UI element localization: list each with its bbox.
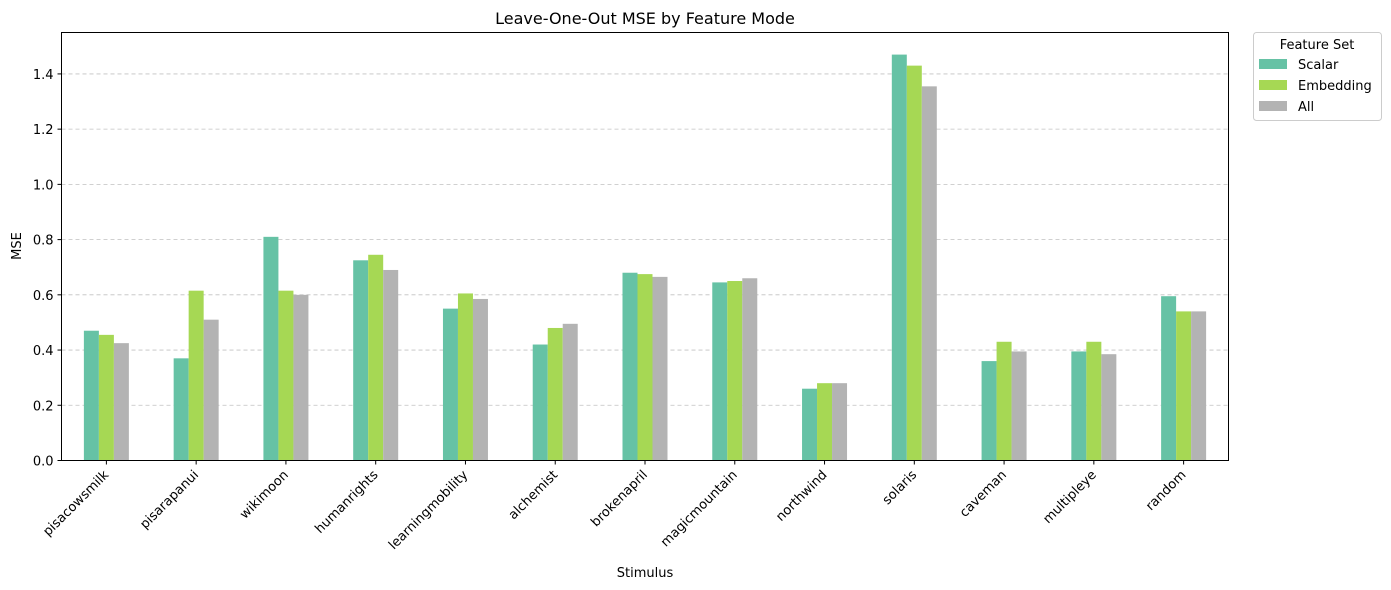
y-axis-label: MSE xyxy=(10,232,25,260)
bar-scalar-humanrights xyxy=(353,260,369,461)
bar-embedding-caveman xyxy=(996,341,1012,461)
x-tick-label: brokenapril xyxy=(588,468,650,530)
x-tick-label: solaris xyxy=(880,468,920,508)
x-tick-label: northwind xyxy=(773,468,830,525)
bar-scalar-random xyxy=(1161,296,1177,461)
bar-all-solaris xyxy=(921,86,937,461)
y-tick-label: 0.4 xyxy=(33,344,54,359)
legend-frame xyxy=(1253,32,1382,121)
x-tick-label: caveman xyxy=(957,468,1010,521)
bar-embedding-wikimoon xyxy=(278,290,294,461)
y-axis: 0.0 0.2 0.4 0.6 0.8 1.0 1.2 1.4 xyxy=(33,68,62,470)
bar-all-northwind xyxy=(832,383,848,461)
bar-all-multipleye xyxy=(1101,354,1117,461)
bar-embedding-brokenapril xyxy=(637,274,653,461)
bar-embedding-solaris xyxy=(906,65,922,461)
bar-all-wikimoon xyxy=(293,294,309,461)
x-tick-label: humanrights xyxy=(312,468,381,537)
x-tick-label: multipleye xyxy=(1040,468,1099,527)
x-tick-label: pisarapanui xyxy=(137,468,202,533)
bar-embedding-random xyxy=(1176,311,1192,461)
y-tick-label: 0.0 xyxy=(33,455,54,470)
bar-scalar-learningmobility xyxy=(442,308,458,461)
y-tick-label: 0.2 xyxy=(33,399,54,414)
bar-scalar-brokenapril xyxy=(622,272,638,461)
y-tick-label: 1.4 xyxy=(33,68,54,83)
y-tick-label: 1.2 xyxy=(33,123,54,138)
bar-all-caveman xyxy=(1011,351,1027,461)
bar-embedding-pisacowsmilk xyxy=(98,334,114,461)
legend-label-embedding: Embedding xyxy=(1298,79,1372,94)
legend-swatch-all xyxy=(1259,101,1287,111)
y-tick-label: 1.0 xyxy=(33,178,54,193)
bar-all-alchemist xyxy=(562,323,578,461)
bar-embedding-multipleye xyxy=(1086,341,1102,461)
x-tick-label: alchemist xyxy=(506,468,561,523)
bar-scalar-caveman xyxy=(981,361,997,461)
x-tick-label: random xyxy=(1143,468,1189,514)
x-tick-label: magicmountain xyxy=(658,468,740,550)
bar-scalar-pisarapanui xyxy=(173,358,189,461)
legend-swatch-embedding xyxy=(1259,80,1287,90)
bar-scalar-wikimoon xyxy=(263,236,279,461)
bar-all-humanrights xyxy=(383,269,399,461)
bar-embedding-magicmountain xyxy=(727,281,743,461)
x-axis-label: Stimulus xyxy=(617,566,674,581)
bar-embedding-pisarapanui xyxy=(188,290,204,461)
bar-embedding-humanrights xyxy=(368,254,384,461)
x-tick-label: wikimoon xyxy=(237,468,292,523)
bar-scalar-pisacowsmilk xyxy=(83,330,99,461)
bar-scalar-northwind xyxy=(802,388,818,461)
x-axis: pisacowsmilk pisarapanui wikimoon humanrigh… xyxy=(40,460,1189,553)
chart-title: Leave-One-Out MSE by Feature Mode xyxy=(495,9,795,28)
bar-all-pisarapanui xyxy=(203,319,219,461)
bars-group xyxy=(83,54,1207,461)
y-tick-label: 0.8 xyxy=(33,234,54,249)
legend: Feature Set Scalar Embedding All xyxy=(1253,32,1382,121)
bar-scalar-multipleye xyxy=(1071,351,1087,461)
legend-title: Feature Set xyxy=(1280,38,1355,53)
y-tick-label: 0.6 xyxy=(33,289,54,304)
bar-all-magicmountain xyxy=(742,278,758,461)
bar-embedding-learningmobility xyxy=(457,293,473,461)
bar-scalar-solaris xyxy=(891,54,907,461)
bar-scalar-alchemist xyxy=(532,344,548,461)
legend-label-all: All xyxy=(1298,100,1314,115)
bar-all-pisacowsmilk xyxy=(113,343,129,461)
bar-all-random xyxy=(1191,311,1207,461)
bar-all-learningmobility xyxy=(472,298,488,461)
bar-embedding-alchemist xyxy=(547,327,563,461)
legend-swatch-scalar xyxy=(1259,59,1287,69)
bar-all-brokenapril xyxy=(652,276,668,461)
legend-label-scalar: Scalar xyxy=(1298,58,1339,73)
x-tick-label: pisacowsmilk xyxy=(40,467,112,539)
bar-scalar-magicmountain xyxy=(712,282,728,461)
bar-embedding-northwind xyxy=(817,383,833,461)
x-tick-label: learningmobility xyxy=(386,468,471,553)
